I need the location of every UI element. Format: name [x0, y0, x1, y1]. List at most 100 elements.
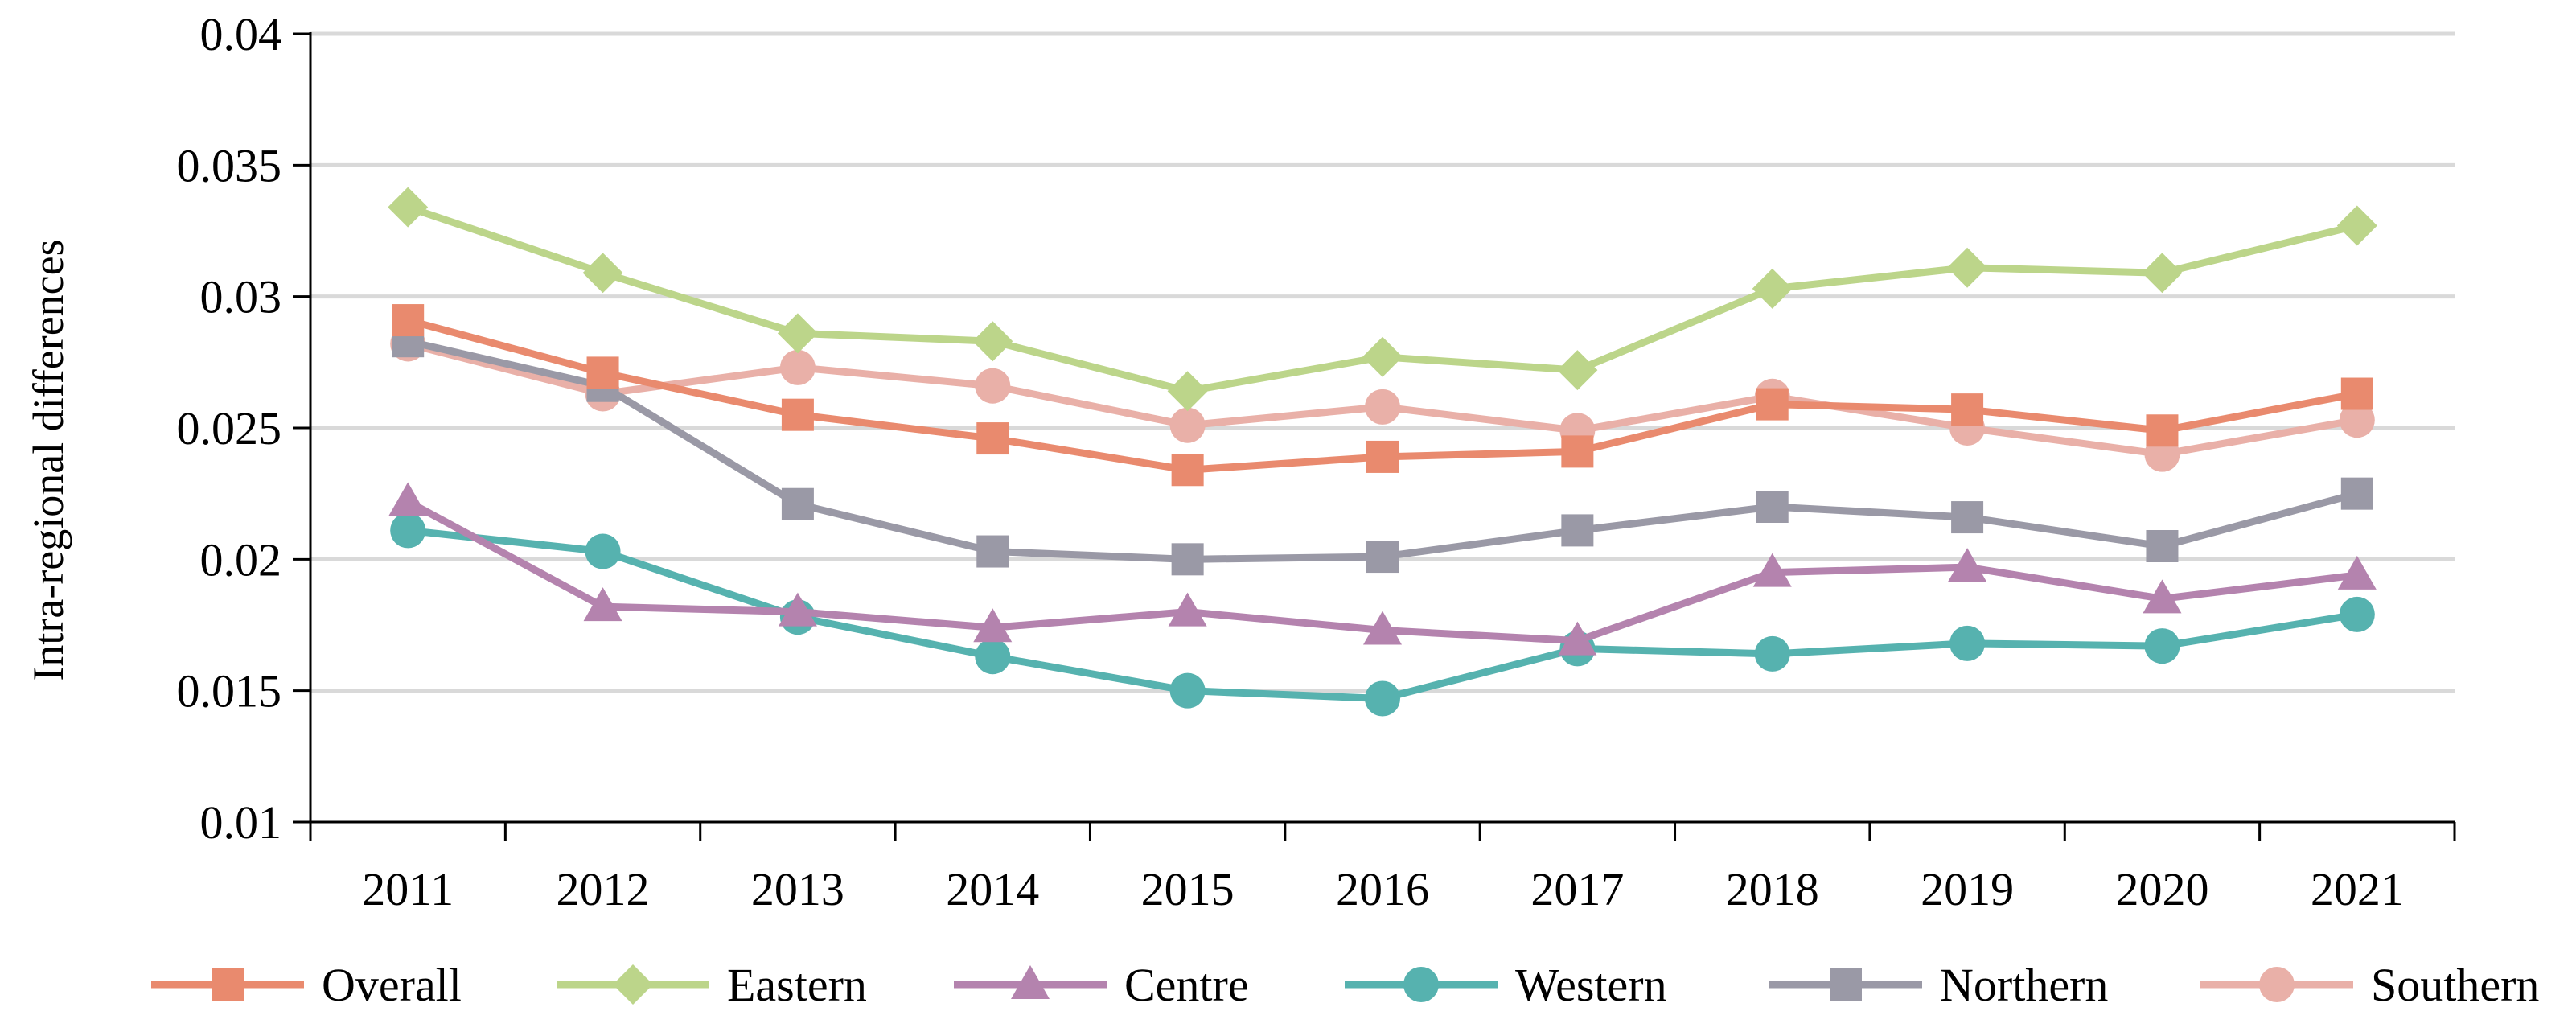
y-tick-label: 0.03	[200, 271, 282, 323]
data-point-overall-2011	[392, 304, 425, 337]
data-point-northern-2018	[1756, 491, 1789, 523]
axes: 0.01 0.015 0.02 0.025 0.03 0.035 0.04 2011 2012 2…	[24, 8, 2456, 915]
data-point-northern-2014	[976, 535, 1009, 568]
data-point-overall-2014	[976, 422, 1009, 455]
data-point-centre-2019	[1948, 548, 1987, 582]
data-point-centre-2017	[1558, 621, 1597, 656]
y-tick-label: 0.01	[200, 796, 282, 849]
data-point-western-2019	[1949, 625, 1986, 661]
data-point-overall-2018	[1756, 388, 1789, 421]
series-eastern	[388, 187, 2377, 412]
data-point-eastern-2017	[1557, 350, 1598, 391]
data-point-northern-2021	[2340, 477, 2373, 510]
legend-item-centre: Centre	[954, 959, 1249, 1011]
data-point-centre-2016	[1363, 611, 1402, 645]
data-point-centre-2021	[2337, 555, 2377, 590]
x-tick-label: 2019	[1921, 863, 2014, 915]
data-point-southern-2014	[975, 368, 1011, 404]
data-point-overall-2012	[586, 356, 619, 389]
data-point-northern-2015	[1171, 543, 1204, 576]
legend-marker-overall	[212, 968, 244, 1001]
legend-label-centre: Centre	[1124, 959, 1249, 1011]
y-axis-title: Intra-regional differences	[24, 239, 72, 680]
x-tick-label: 2015	[1141, 863, 1235, 915]
y-tick-label: 0.025	[177, 402, 282, 454]
legend-item-overall: Overall	[151, 959, 462, 1011]
data-point-western-2015	[1169, 672, 1206, 709]
legend-item-southern: Southern	[2200, 959, 2539, 1011]
data-point-eastern-2018	[1752, 268, 1793, 309]
y-tick-label: 0.015	[177, 665, 282, 717]
data-point-eastern-2019	[1947, 247, 1988, 288]
y-tick-label: 0.04	[200, 8, 282, 60]
legend-label-western: Western	[1515, 959, 1667, 1011]
data-point-overall-2015	[1171, 454, 1204, 487]
data-point-western-2020	[2144, 628, 2180, 664]
data-point-overall-2013	[781, 398, 814, 431]
x-tick-label: 2014	[946, 863, 1039, 915]
series-lines	[388, 187, 2377, 717]
x-tick-label: 2017	[1530, 863, 1624, 915]
x-tick-label: 2018	[1726, 863, 1819, 915]
x-tick-label: 2021	[2311, 863, 2404, 915]
data-point-centre-2013	[778, 592, 817, 627]
x-tick-label: 2012	[557, 863, 650, 915]
y-tick-label: 0.035	[177, 139, 282, 191]
data-point-centre-2012	[583, 587, 622, 622]
legend-marker-eastern	[613, 964, 653, 1005]
legend-marker-centre	[1011, 965, 1050, 999]
legend-marker-western	[1403, 967, 1439, 1002]
data-point-southern-2015	[1169, 407, 1206, 443]
data-point-southern-2013	[779, 349, 816, 385]
data-point-overall-2020	[2146, 414, 2179, 447]
data-point-western-2016	[1365, 680, 1400, 717]
data-point-eastern-2013	[777, 313, 818, 354]
data-point-eastern-2012	[582, 253, 623, 294]
x-tick-label: 2020	[2115, 863, 2208, 915]
legend-marker-northern	[1830, 968, 1862, 1001]
data-point-southern-2021	[2339, 402, 2375, 438]
legend-item-northern: Northern	[1769, 959, 2108, 1011]
legend-label-overall: Overall	[322, 959, 462, 1011]
legend-item-western: Western	[1345, 959, 1667, 1011]
y-tick-label: 0.02	[200, 533, 282, 586]
legend-marker-southern	[2259, 967, 2295, 1002]
data-point-centre-2015	[1168, 592, 1207, 627]
data-point-overall-2019	[1951, 393, 1984, 426]
data-point-western-2018	[1754, 635, 1790, 672]
data-point-northern-2016	[1366, 541, 1399, 574]
data-point-eastern-2015	[1167, 371, 1208, 412]
data-point-northern-2013	[781, 487, 814, 520]
x-tick-label: 2013	[751, 863, 844, 915]
data-point-southern-2016	[1365, 389, 1400, 425]
data-point-eastern-2014	[972, 321, 1013, 362]
x-tick-label: 2011	[362, 863, 454, 915]
x-tick-label: 2016	[1336, 863, 1429, 915]
data-point-northern-2019	[1951, 501, 1984, 534]
legend-label-eastern: Eastern	[727, 959, 867, 1011]
legend-label-northern: Northern	[1940, 959, 2108, 1011]
legend: Overall Eastern Centre Western Northern South…	[151, 959, 2539, 1011]
data-point-overall-2021	[2340, 377, 2373, 410]
data-point-western-2011	[390, 512, 426, 549]
data-point-western-2012	[585, 533, 621, 569]
data-point-centre-2011	[388, 482, 428, 516]
data-point-centre-2018	[1752, 553, 1792, 587]
series-overall	[392, 304, 2373, 487]
series-centre	[388, 482, 2377, 656]
data-point-western-2021	[2339, 596, 2375, 632]
data-point-eastern-2011	[388, 187, 429, 228]
data-point-northern-2017	[1561, 514, 1594, 547]
data-point-overall-2017	[1561, 435, 1594, 468]
data-point-eastern-2020	[2142, 253, 2183, 294]
data-point-eastern-2021	[2336, 205, 2377, 246]
data-point-centre-2020	[2143, 579, 2182, 614]
data-point-overall-2016	[1366, 440, 1399, 473]
data-point-northern-2020	[2146, 530, 2179, 562]
legend-label-southern: Southern	[2371, 959, 2539, 1011]
data-point-eastern-2016	[1362, 336, 1403, 377]
legend-item-eastern: Eastern	[557, 959, 867, 1011]
data-point-centre-2014	[973, 608, 1013, 643]
